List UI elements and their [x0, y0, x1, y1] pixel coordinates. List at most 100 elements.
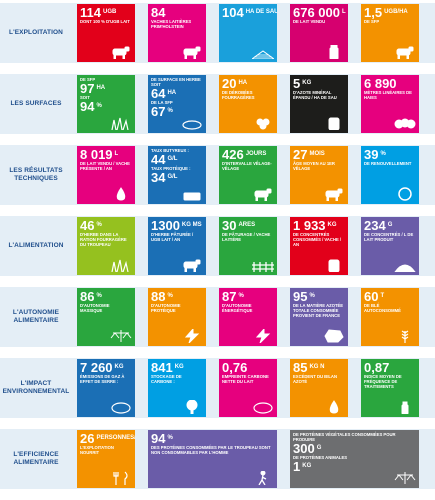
tile-unit: L: [342, 9, 346, 15]
grass-icon: [111, 259, 129, 272]
row-label: L'ALIMENTATION: [8, 242, 64, 250]
metric-tile: 426 JOURS D'INTERVALLE VÊLAGE-VÊLAGE: [219, 146, 277, 204]
tile-value: 841 KG: [151, 360, 184, 375]
metric-tile: 85 KG N EXCÉDENT DU BILAN AZOTÉ: [290, 359, 348, 417]
tile-unit: KG: [174, 364, 184, 370]
walker-icon: [258, 471, 267, 485]
cutlery-icon: [113, 471, 128, 485]
tile-caption: D'INTERVALLE VÊLAGE-VÊLAGE: [222, 161, 272, 171]
metric-tile: 0,76 EMPREINTE CARBONE NETTE DU LAIT: [219, 359, 277, 417]
row-label: L'EFFICIENCE ALIMENTAIRE: [13, 451, 59, 466]
tile-unit: KG MS: [181, 222, 202, 228]
tile-unit: ARES: [238, 222, 256, 228]
tile-caption: INDICE MOYEN DE FRÉQUENCE DE TRAITEMENTS: [364, 374, 402, 389]
grass-icon: [111, 117, 129, 130]
fence-icon: [252, 262, 274, 272]
metric-tile: DE SFP 97 HA SOIT 94%: [77, 75, 135, 133]
scale-icon: [110, 330, 132, 342]
tile-caption: STOCKAGE DE CARBONE :: [151, 374, 182, 384]
tile-value-2: 67%: [151, 104, 173, 119]
tile-value: 85 KG N: [293, 360, 325, 375]
tile-caption: D'HERBE PÂTURÉE / UGB LAIT / AN: [151, 232, 194, 242]
cows-icon: [112, 46, 130, 59]
tile-unit: G: [316, 445, 322, 451]
feed-bag-icon: [328, 259, 340, 272]
tile-unit: KG N: [309, 364, 325, 370]
tile-caption: DE PÂTURAGE / VACHE LAITIÈRE: [222, 232, 271, 242]
tile-unit: %: [380, 151, 386, 157]
wheat-icon: [401, 330, 409, 343]
tile-unit: %: [309, 293, 315, 299]
tile-caption: DE SFP: [364, 19, 380, 24]
tile-caption: MÈTRES LINÉAIRES DE HAIES: [364, 90, 412, 100]
cow-icon: [183, 46, 201, 59]
metric-tile: 8 019 L DE LAIT VENDU / VACHE PRÉSENTE / A…: [77, 146, 135, 204]
tile-unit: UGB: [102, 9, 117, 15]
tile-caption-2: DE PROTÉINES ANIMALES: [293, 455, 348, 460]
tile-value: 87%: [222, 289, 244, 304]
metric-tile: 234 G DE CONCENTRÉS / L DE LAIT PRODUIT: [361, 217, 419, 275]
tile-caption: TAUX BUTYREUX :: [151, 148, 189, 153]
tile-value: 426 JOURS: [222, 147, 267, 162]
metric-tile: 841 KG STOCKAGE DE CARBONE :: [148, 359, 206, 417]
tile-caption: DE SURFACE EN HERBE SOIT: [151, 77, 201, 87]
tile-caption: L'EXPLOITATION NOURRIT: [80, 445, 114, 455]
metric-tile: 104 HA DE SAU: [219, 4, 277, 62]
cows-icon: [396, 46, 414, 59]
tile-unit: UGB/HA: [384, 9, 408, 15]
metric-tile: 84 VACHES LAITIÈRES PRIM'HOLSTEIN: [148, 4, 206, 62]
protein-icon: [184, 329, 200, 343]
tile-caption: DE LAIT VENDU: [293, 19, 326, 24]
metric-tile: 0,87 INDICE MOYEN DE FRÉQUENCE DE TRAITEM…: [361, 359, 419, 417]
metric-tile: 6 890 MÈTRES LINÉAIRES DE HAIES: [361, 75, 419, 133]
tile-value: 676 000 L: [293, 5, 346, 20]
metric-tile: 46% D'HERBE DANS LA RATION FOURRAGÈRE DU …: [77, 217, 135, 275]
tile-unit: %: [167, 293, 173, 299]
calf-icon: [325, 188, 343, 201]
energy-icon: [255, 329, 271, 343]
metric-tile: DE PROTÉINES VÉGÉTALES CONSOMMÉES POUR P…: [290, 430, 419, 488]
tile-caption: ÂGE MOYEN AU 1ER VÊLAGE: [293, 161, 335, 171]
tile-unit-2: G/L: [167, 174, 178, 180]
tile-unit: %: [167, 435, 173, 441]
tile-unit: PERSONNES/HA: [96, 435, 135, 441]
tile-value: 6 890: [364, 76, 397, 91]
co2-icon: [111, 402, 131, 414]
tile-caption: DE CONCENTRÉS CONSOMMÉS / VACHE / AN: [293, 232, 342, 247]
tile-unit: G/L: [167, 156, 178, 162]
tile-value: 1 933 KG: [293, 218, 337, 233]
metric-tile: 5 KG D'AZOTE MINÉRAL ÉPANDU / HA DE SAU: [290, 75, 348, 133]
tile-value-2: 94%: [80, 99, 102, 114]
tile-caption: D'AUTONOMIE PROTÉIQUE: [151, 303, 181, 313]
tile-value: 1300 KG MS: [151, 218, 202, 233]
clover-icon: [256, 118, 270, 130]
tile-unit: HA: [167, 90, 177, 96]
metric-tile: DE SURFACE EN HERBE SOIT 64 HA DE LA SFP 67%: [148, 75, 206, 133]
tile-caption: DE LAIT VENDU / VACHE PRÉSENTE / AN: [80, 161, 130, 171]
tile-caption: D'AZOTE MINÉRAL ÉPANDU / HA DE SAU: [293, 90, 337, 100]
tile-value: 8 019 L: [80, 147, 119, 162]
tile-unit: T: [380, 293, 385, 299]
metric-tile: 114 UGB DONT 100 % D'UGB LAIT: [77, 4, 135, 62]
row-label: L'AUTONOMIE ALIMENTAIRE: [12, 309, 60, 324]
tile-unit: L: [114, 151, 119, 157]
grazing-cow-icon: [183, 259, 201, 272]
metric-tile: 1,5 UGB/HA DE SFP: [361, 4, 419, 62]
tile-value: 60 T: [364, 289, 385, 304]
metric-tile: TAUX BUTYREUX :44 G/L TAUX PROTÉIQUE :34 G/…: [148, 146, 206, 204]
metric-tile: 30 ARES DE PÂTURAGE / VACHE LAITIÈRE: [219, 217, 277, 275]
metric-tile: 39% DE RENOUVELLEMENT: [361, 146, 419, 204]
tile-unit-2: KG: [302, 463, 312, 469]
hay-icon: [182, 120, 202, 130]
hedge-icon: [394, 118, 416, 129]
tile-value: 300 G: [293, 441, 322, 456]
tile-value: 94%: [151, 431, 173, 446]
tile-caption: VACHES LAITIÈRES PRIM'HOLSTEIN: [151, 19, 192, 29]
tile-unit: HA: [96, 85, 106, 91]
tile-unit: %: [238, 293, 244, 299]
tile-value: 64 HA: [151, 86, 177, 101]
tile-caption: DE RENOUVELLEMENT: [364, 161, 412, 166]
metric-tile: 94% DES PROTÉINES CONSOMMÉES PAR LE TROUP…: [148, 430, 277, 488]
